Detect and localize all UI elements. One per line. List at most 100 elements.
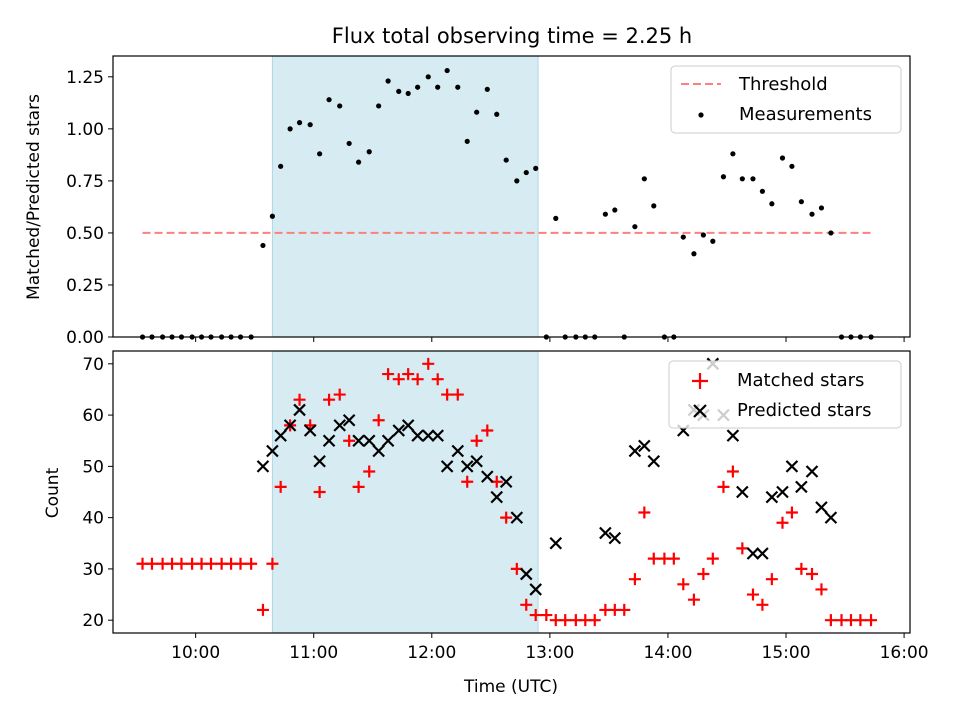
matched-star-point	[726, 465, 739, 478]
measurement-point	[730, 151, 736, 157]
measurement-point	[455, 84, 461, 90]
measurement-point	[789, 163, 795, 169]
x-tick-label: 13:00	[525, 643, 574, 663]
measurement-point	[425, 74, 431, 80]
measurement-point	[396, 88, 402, 94]
measurement-point	[602, 211, 608, 217]
measurement-point	[269, 213, 275, 219]
predicted-star-point	[352, 434, 365, 448]
chart-title: Flux total observing time = 2.25 h	[332, 24, 692, 48]
matched-star-point	[618, 603, 631, 616]
matched-star-point	[293, 393, 306, 406]
y-tick-label: 0.75	[66, 172, 104, 192]
matched-star-point	[647, 552, 660, 565]
matched-star-point	[352, 480, 365, 493]
y-tick-label: 60	[82, 406, 104, 426]
measurement-point	[494, 111, 500, 117]
predicted-star-point	[451, 444, 465, 458]
count-panel: 20 30 40 50 60 70 10:00 11:00 12:00 13:00 14:00 15…	[43, 350, 929, 697]
measurement-point	[769, 201, 775, 207]
predicted-star-point	[283, 419, 297, 432]
matched-star-point	[205, 557, 218, 570]
matched-star-point	[343, 434, 356, 447]
count-y-ticks: 20 30 40 50 60 70	[82, 355, 113, 631]
matched-star-point	[422, 357, 435, 370]
predicted-star-point	[549, 536, 563, 550]
measurement-point	[739, 176, 745, 182]
measurement-point	[798, 199, 804, 205]
predicted-star-point	[313, 454, 326, 468]
measurement-point	[809, 211, 815, 217]
matched-star-point	[333, 388, 346, 401]
matched-star-point	[323, 393, 336, 406]
y-tick-label: 70	[82, 355, 104, 375]
predicted-star-point	[608, 531, 622, 545]
ratio-x-ticks	[195, 337, 905, 342]
predicted-star-point	[736, 485, 749, 499]
measurement-point	[750, 176, 756, 182]
measurement-point	[514, 178, 520, 184]
matched-star-point	[313, 486, 326, 498]
measurement-point	[691, 251, 697, 257]
ratio-legend-box	[670, 65, 902, 134]
matched-star-point	[245, 557, 258, 570]
measurement-point	[818, 205, 825, 211]
observing-window-shade	[271, 350, 539, 634]
matched-star-point	[402, 368, 415, 381]
measurement-point	[523, 169, 529, 176]
measurement-point	[355, 159, 362, 165]
matched-star-point	[785, 506, 798, 519]
count-x-ticks: 10:00 11:00 12:00 13:00 14:00 15:00 16:00	[171, 633, 929, 663]
predicted-star-point	[756, 547, 769, 560]
predicted-star-point	[499, 475, 513, 489]
measurement-point	[464, 138, 470, 144]
legend-predicted-swatch	[693, 404, 707, 418]
measurement-point	[680, 234, 686, 240]
measurement-point	[700, 232, 706, 238]
matched-star-point	[363, 465, 376, 478]
y-tick-label: 1.00	[66, 120, 104, 140]
predicted-star-point	[342, 413, 356, 427]
predicted-star-point	[599, 526, 612, 540]
matched-star-point	[677, 578, 690, 591]
measurement-point	[278, 163, 284, 169]
measurement-point	[326, 97, 332, 103]
matched-star-point	[451, 388, 464, 401]
measurement-point	[376, 103, 382, 109]
measurement-point	[612, 207, 618, 213]
shaded-observing-window	[271, 350, 539, 634]
matched-star-point	[411, 373, 424, 386]
measurement-point	[720, 174, 727, 180]
measurement-point	[307, 122, 313, 128]
matched-star-point	[372, 414, 385, 427]
predicted-star-point	[440, 460, 454, 473]
measurement-point	[260, 242, 266, 249]
measurement-point	[503, 157, 509, 163]
count-legend: Matched stars Predicted stars	[668, 360, 902, 429]
legend-matched-label: Matched stars	[737, 370, 864, 391]
measurement-point	[366, 149, 372, 155]
measurement-point	[405, 90, 411, 97]
matched-star-point	[776, 516, 789, 529]
ratio-y-ticks: 0.00 0.25 0.50 0.75 1.00 1.25	[66, 68, 113, 348]
matched-star-point	[628, 573, 641, 586]
predicted-star-point	[362, 434, 376, 448]
measurement-point	[710, 238, 716, 244]
matched-star-point	[746, 588, 759, 601]
predicted-star-point	[776, 485, 789, 499]
measurement-point	[632, 224, 638, 230]
measurement-point	[641, 176, 647, 182]
predicted-star-point	[401, 419, 415, 432]
matched-star-point	[765, 573, 778, 586]
ratio-y-axis-label: Matched/Predicted stars	[24, 94, 44, 300]
predicted-star-point	[746, 547, 760, 560]
measurement-point	[415, 84, 421, 90]
matched-star-point	[392, 373, 405, 386]
ratio-series	[139, 67, 874, 340]
matched-star-point	[274, 480, 287, 493]
count-y-axis-label: Count	[43, 467, 63, 518]
matched-star-point	[865, 614, 878, 627]
matched-star-point	[256, 603, 269, 616]
predicted-star-point	[628, 444, 642, 458]
